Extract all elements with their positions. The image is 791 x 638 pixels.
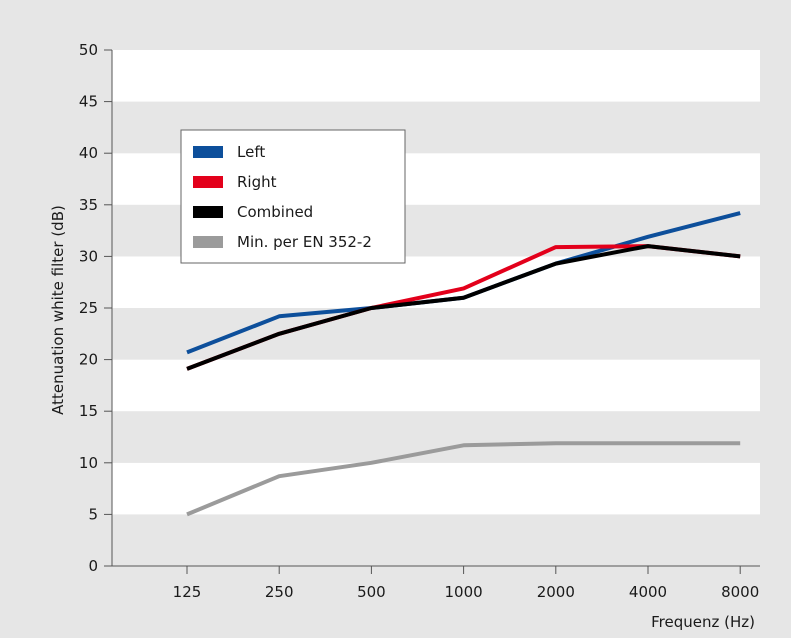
legend-swatch	[193, 236, 223, 248]
legend-label: Min. per EN 352-2	[237, 233, 372, 251]
y-tick-label: 50	[79, 41, 98, 59]
y-tick-label: 40	[79, 144, 98, 162]
series-lines	[186, 211, 741, 517]
y-tick-label: 15	[79, 402, 98, 420]
y-axis-title: Attenuation white filter (dB)	[49, 205, 67, 415]
legend-swatch	[193, 206, 223, 218]
y-tick-label: 25	[79, 299, 98, 317]
legend-swatch	[193, 176, 223, 188]
y-tick-label: 10	[79, 454, 98, 472]
x-tick-label: 500	[357, 583, 386, 601]
x-tick-label: 2000	[537, 583, 575, 601]
grid-band	[112, 411, 760, 463]
x-tick-label: 250	[265, 583, 294, 601]
grid-band	[112, 308, 760, 360]
legend-label: Combined	[237, 203, 313, 221]
legend: Left Right Combined Min. per EN 352-2	[180, 129, 406, 264]
x-tick-label: 125	[173, 583, 202, 601]
y-tick-label: 35	[79, 196, 98, 214]
x-tick-labels: 125 250 500 1000 2000 4000 8000	[173, 583, 760, 601]
legend-swatch	[193, 146, 223, 158]
x-tick-label: 4000	[629, 583, 667, 601]
legend-label: Right	[237, 173, 277, 191]
legend-label: Left	[237, 143, 265, 161]
axes	[104, 49, 760, 574]
grid-bands	[112, 50, 760, 566]
grid-band	[112, 514, 760, 566]
grid-band	[112, 50, 760, 102]
y-tick-label: 5	[88, 505, 98, 523]
series-line-min-per-en-352-2	[186, 441, 741, 517]
y-tick-label: 0	[88, 557, 98, 575]
series-line-combined	[186, 244, 741, 371]
x-axis-title: Frequenz (Hz)	[651, 613, 755, 631]
x-tick-label: 8000	[721, 583, 759, 601]
y-tick-label: 45	[79, 93, 98, 111]
grid-band	[112, 462, 760, 515]
y-tick-labels: 0 5 10 15 20 25 30 35 40 45 50	[79, 41, 98, 575]
grid-band	[112, 359, 760, 412]
x-tick-label: 1000	[445, 583, 483, 601]
y-tick-label: 20	[79, 351, 98, 369]
y-tick-label: 30	[79, 247, 98, 265]
